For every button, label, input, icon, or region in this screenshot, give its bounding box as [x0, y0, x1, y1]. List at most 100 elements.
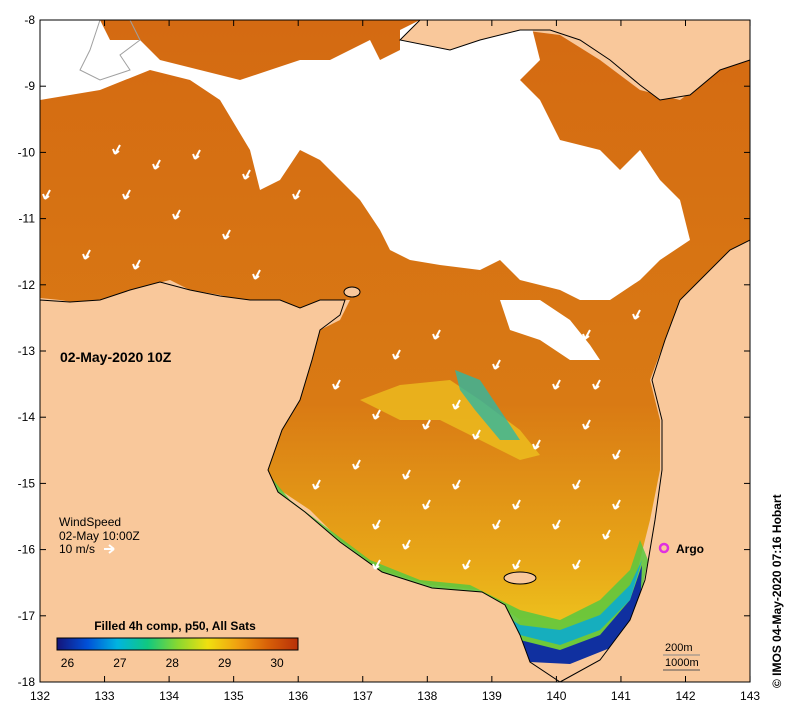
wind-legend-time: 02-May 10:00Z [59, 529, 140, 543]
lon-tick-label: 137 [353, 689, 373, 703]
lat-tick-label: -9 [24, 79, 35, 93]
wind-arrow-icon [582, 419, 591, 430]
lon-tick-label: 139 [482, 689, 502, 703]
wind-arrow-icon [122, 189, 131, 200]
wind-arrow-icon [252, 269, 261, 280]
colorbar-tick-label: 27 [113, 656, 127, 670]
wind-arrow-icon [432, 329, 441, 340]
lon-tick-label: 140 [546, 689, 566, 703]
land-arnhem [39, 281, 562, 683]
colorbar-ticks: 26 27 28 29 30 [61, 656, 284, 670]
land-cape-york [559, 239, 751, 683]
depth-label-200: 200m [665, 642, 693, 654]
wind-arrow-icon [492, 519, 501, 530]
cloud-cover-north [40, 20, 690, 300]
wind-arrow-icon [512, 559, 521, 570]
date-label: 02-May-2020 10Z [60, 349, 172, 365]
colorbar-tick-label: 26 [61, 656, 75, 670]
wind-arrow-icon [532, 439, 541, 450]
wind-arrow-icon [352, 459, 361, 470]
colorbar-tick-label: 29 [218, 656, 232, 670]
wind-arrow-icon [312, 479, 321, 490]
lat-tick-label: -15 [18, 476, 36, 490]
wind-arrow-icon [332, 379, 341, 390]
map-clip [39, 19, 751, 683]
cloud-cover-gulf [500, 300, 600, 360]
gulf-cool-tongue [360, 380, 540, 460]
wind-arrow-icon [612, 449, 621, 460]
wind-arrow-icon [372, 559, 381, 570]
wind-arrow-icon [422, 419, 431, 430]
lat-tick-label: -17 [18, 609, 36, 623]
latitude-axis: -8 -9 -10 -11 -12 -13 -14 -15 -16 -17 -18 [18, 13, 750, 689]
wind-arrow-icon [462, 559, 471, 570]
wind-arrow-icon [172, 209, 181, 220]
lon-tick-label: 136 [288, 689, 308, 703]
lat-tick-label: -16 [18, 543, 36, 557]
wind-arrow-icon [402, 469, 411, 480]
gulf-southern-band-2 [480, 560, 642, 645]
lat-tick-label: -8 [24, 13, 35, 27]
gulf-southern-band [520, 565, 642, 664]
wind-arrow-icon [372, 519, 381, 530]
lat-tick-label: -13 [18, 344, 36, 358]
wind-arrow-icon [292, 189, 301, 200]
colorbar [56, 637, 299, 651]
island-groote [343, 286, 361, 298]
wind-arrow-icon [132, 259, 141, 270]
wind-arrow-icon [402, 539, 411, 550]
argo-label: Argo [676, 542, 704, 556]
wind-arrows [42, 144, 641, 570]
wind-arrow-icon [242, 169, 251, 180]
wind-arrow-icon [552, 379, 561, 390]
wind-arrow-icon [572, 559, 581, 570]
argo-marker-icon[interactable] [658, 542, 670, 554]
wind-arrow-icon [612, 499, 621, 510]
lon-tick-label: 132 [30, 689, 50, 703]
lat-tick-label: -18 [18, 675, 36, 689]
longitude-axis: 132 133 134 135 136 137 138 139 140 141 142 143 [30, 20, 760, 703]
lon-tick-label: 138 [417, 689, 437, 703]
wind-legend-scale: 10 m/s [59, 542, 95, 556]
wind-arrow-icon [572, 479, 581, 490]
colorbar-tick-label: 30 [270, 656, 284, 670]
wind-arrow-icon [492, 359, 501, 370]
lon-tick-label: 143 [740, 689, 760, 703]
lat-tick-label: -14 [18, 410, 36, 424]
wind-legend-title: WindSpeed [59, 515, 121, 529]
wind-arrow-icon [42, 189, 51, 200]
gulf-green-patch [455, 370, 520, 440]
colorbar-title: Filled 4h comp, p50, All Sats [94, 619, 256, 633]
island-mornington [503, 571, 537, 585]
wind-arrow-icon [82, 249, 91, 260]
depth-label-1000: 1000m [665, 657, 699, 669]
wind-arrow-icon [632, 309, 641, 320]
wind-arrow-icon [472, 429, 481, 440]
lat-tick-label: -11 [19, 212, 36, 226]
land-tiwi [79, 19, 141, 81]
lon-tick-label: 141 [611, 689, 631, 703]
wind-arrow-icon [512, 499, 521, 510]
lon-tick-label: 134 [159, 689, 179, 703]
wind-arrow-icon [592, 379, 601, 390]
wind-arrow-icon [222, 229, 231, 240]
wind-legend-arrow-icon [104, 544, 115, 554]
wind-arrow-icon [452, 479, 461, 490]
wind-arrow-icon [192, 149, 201, 160]
wind-arrow-icon [582, 329, 591, 340]
lon-tick-label: 133 [95, 689, 115, 703]
wind-arrow-icon [112, 144, 121, 155]
lon-tick-label: 135 [224, 689, 244, 703]
wind-arrow-icon [152, 159, 161, 170]
wind-arrow-icon [552, 519, 561, 530]
credit-text: © IMOS 04-May-2020 07:16 Hobart [770, 494, 784, 688]
wind-arrow-icon [422, 499, 431, 510]
wind-arrow-icon [392, 349, 401, 360]
lat-tick-label: -12 [18, 278, 36, 292]
lat-tick-label: -10 [18, 145, 36, 159]
colorbar-tick-label: 28 [166, 656, 180, 670]
wind-arrow-icon [602, 529, 611, 540]
wind-arrow-icon [372, 409, 381, 420]
wind-arrow-icon [452, 399, 461, 410]
